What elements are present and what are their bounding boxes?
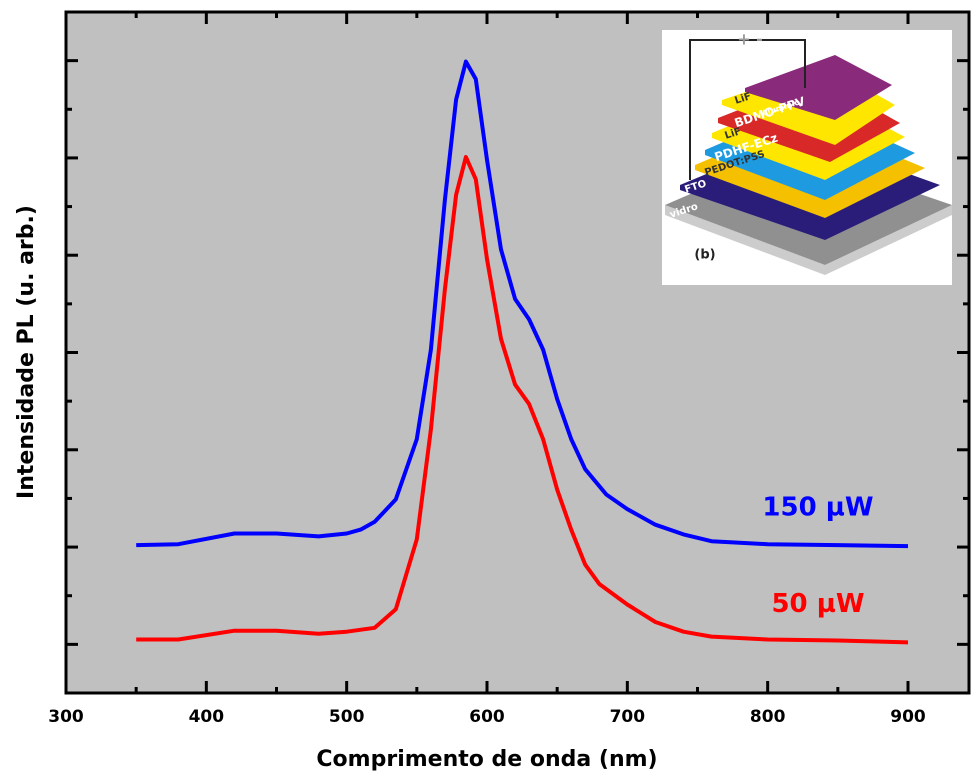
x-tick-label: 600 <box>469 707 505 727</box>
x-tick-label: 700 <box>610 707 646 727</box>
inset-polarity: + - <box>737 30 763 49</box>
series-label: 150 µW <box>762 493 873 523</box>
y-axis-label: Intensidade PL (u. arb.) <box>14 205 39 499</box>
inset-label: LiF <box>733 91 752 107</box>
x-axis-label: Comprimento de onda (nm) <box>316 747 657 772</box>
wire <box>689 39 806 180</box>
layer <box>665 205 952 275</box>
inset-panel-label: (b) <box>694 248 715 263</box>
x-tick-label: 400 <box>189 707 225 727</box>
series-line <box>136 59 909 549</box>
layer <box>745 55 892 120</box>
x-tick-label: 900 <box>890 707 926 727</box>
x-tick-label: 800 <box>750 707 786 727</box>
inset-label: LiF <box>723 126 742 142</box>
series-label: 50 µW <box>771 589 864 619</box>
inset-diagram: + - Alumínio LiF BDMO-PPV LiF PDHF-ECz P… <box>662 30 952 285</box>
x-tick-label: 300 <box>48 707 84 727</box>
series-line <box>136 155 909 645</box>
x-tick-label: 500 <box>329 707 365 727</box>
